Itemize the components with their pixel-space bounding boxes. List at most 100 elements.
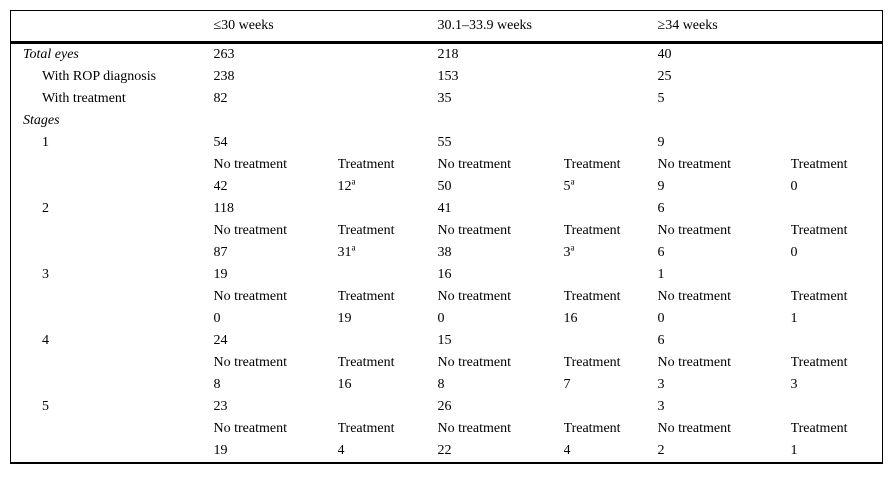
row-stage1-values: 42 12a 50 5a 9 0 xyxy=(11,176,883,198)
sublabel-treatment: Treatment xyxy=(563,157,621,172)
cell-stage2-treat-ge34: 0 xyxy=(791,242,883,264)
row-stage4-totals: 4 24 15 6 xyxy=(11,330,883,352)
cell-stage2-total-ge34: 6 xyxy=(657,201,665,216)
cell-stage4-notreat-le30: 8 xyxy=(213,377,221,392)
cell-stage3-treat-ge34: 1 xyxy=(790,311,798,326)
sublabel-treatment: Treatment xyxy=(790,421,848,436)
cell-rop-diag-mid: 153 xyxy=(437,69,459,84)
sublabel-treatment: Treatment xyxy=(563,223,621,238)
sublabel-no-treatment: No treatment xyxy=(437,223,511,238)
cell-stage4-notreat-ge34: 3 xyxy=(657,377,665,392)
header-cell-le30-weeks: ≤30 weeks xyxy=(213,10,438,44)
row-stage2-totals: 2 118 41 6 xyxy=(11,198,883,220)
treat-value: 31 xyxy=(337,245,352,260)
cell-stage4-total-ge34: 6 xyxy=(657,333,665,348)
cell-total-eyes-ge34: 40 xyxy=(657,47,672,62)
stage3-label: 3 xyxy=(42,267,49,282)
cell-stage5-treat-ge34: 1 xyxy=(790,443,798,458)
row-stage5-sublabels: No treatment Treatment No treatment Trea… xyxy=(11,418,883,440)
stage5-label: 5 xyxy=(42,399,49,414)
footnote-marker: a xyxy=(570,242,575,253)
row-stage2-sublabels: No treatment Treatment No treatment Trea… xyxy=(11,220,883,242)
sublabel-treatment: Treatment xyxy=(337,421,395,436)
cell-stage2-notreat-ge34: 6 xyxy=(657,245,665,260)
footnote-marker: a xyxy=(351,176,356,187)
cell-stage1-total-ge34: 9 xyxy=(657,135,665,150)
sublabel-treatment: Treatment xyxy=(790,223,848,238)
rop-table-container: ≤30 weeks 30.1–33.9 weeks ≥34 weeks Tota… xyxy=(10,10,884,464)
cell-stage5-total-le30: 23 xyxy=(213,399,228,414)
row-stage2-values: 87 31a 38 3a 6 0 xyxy=(11,242,883,264)
cell-stage5-treat-mid: 4 xyxy=(563,443,571,458)
sublabel-treatment: Treatment xyxy=(563,355,621,370)
row-stage3-values: 0 19 0 16 0 1 xyxy=(11,308,883,330)
cell-stage5-notreat-ge34: 2 xyxy=(657,443,665,458)
sublabel-no-treatment: No treatment xyxy=(657,289,731,304)
cell-stage1-total-le30: 54 xyxy=(213,135,228,150)
sublabel-no-treatment: No treatment xyxy=(657,421,731,436)
sublabel-treatment: Treatment xyxy=(790,289,848,304)
cell-stage1-treat-le30: 12a xyxy=(338,176,438,198)
row-total-eyes: Total eyes 263 218 40 xyxy=(11,43,883,67)
row-stage5-totals: 5 23 26 3 xyxy=(11,396,883,418)
cell-stage3-notreat-mid: 0 xyxy=(437,311,445,326)
sublabel-treatment: Treatment xyxy=(337,355,395,370)
row-stage4-values: 8 16 8 7 3 3 xyxy=(11,374,883,396)
sublabel-treatment: Treatment xyxy=(563,289,621,304)
cell-stage2-treat-mid: 3a xyxy=(564,242,658,264)
cell-stage3-total-ge34: 1 xyxy=(657,267,665,282)
sublabel-treatment: Treatment xyxy=(790,355,848,370)
cell-total-eyes-mid: 218 xyxy=(437,47,459,62)
cell-stage3-notreat-ge34: 0 xyxy=(657,311,665,326)
cell-stage2-notreat-mid: 38 xyxy=(437,245,452,260)
row-with-treatment: With treatment 82 35 5 xyxy=(11,88,883,110)
cell-stage1-notreat-mid: 50 xyxy=(437,179,452,194)
cell-with-treat-mid: 35 xyxy=(437,91,452,106)
treat-value: 0 xyxy=(790,179,798,194)
row-label-with-rop-diagnosis: With ROP diagnosis xyxy=(42,69,157,84)
sublabel-treatment: Treatment xyxy=(790,157,848,172)
sublabel-no-treatment: No treatment xyxy=(213,289,287,304)
rop-stages-table: ≤30 weeks 30.1–33.9 weeks ≥34 weeks Tota… xyxy=(10,10,883,464)
stage1-label: 1 xyxy=(42,135,49,150)
cell-stage4-treat-le30: 16 xyxy=(337,377,352,392)
cell-stage3-total-le30: 19 xyxy=(213,267,228,282)
cell-stage4-treat-mid: 7 xyxy=(563,377,571,392)
cell-stage2-total-le30: 118 xyxy=(213,201,234,216)
sublabel-no-treatment: No treatment xyxy=(657,223,731,238)
sublabel-no-treatment: No treatment xyxy=(657,355,731,370)
cell-rop-diag-le30: 238 xyxy=(213,69,235,84)
cell-stage1-treat-mid: 5a xyxy=(564,176,658,198)
header-cell-ge34-weeks: ≥34 weeks xyxy=(657,10,883,44)
row-with-rop-diagnosis: With ROP diagnosis 238 153 25 xyxy=(11,66,883,88)
footnote-marker: a xyxy=(570,176,575,187)
cell-stage1-treat-ge34: 0 xyxy=(791,176,883,198)
sublabel-treatment: Treatment xyxy=(563,421,621,436)
cell-total-eyes-le30: 263 xyxy=(213,47,235,62)
cell-stage1-notreat-ge34: 9 xyxy=(657,179,665,194)
sublabel-no-treatment: No treatment xyxy=(213,421,287,436)
row-label-with-treatment: With treatment xyxy=(42,91,126,106)
row-stage3-sublabels: No treatment Treatment No treatment Trea… xyxy=(11,286,883,308)
sublabel-no-treatment: No treatment xyxy=(437,355,511,370)
header-row: ≤30 weeks 30.1–33.9 weeks ≥34 weeks xyxy=(10,10,883,44)
cell-rop-diag-ge34: 25 xyxy=(657,69,672,84)
cell-stage3-notreat-le30: 0 xyxy=(213,311,221,326)
treat-value: 0 xyxy=(790,245,798,260)
cell-stage5-total-ge34: 3 xyxy=(657,399,665,414)
header-cell-30-1-33-9-weeks: 30.1–33.9 weeks xyxy=(437,10,658,44)
footnote-marker: a xyxy=(351,242,356,253)
sublabel-no-treatment: No treatment xyxy=(437,289,511,304)
sublabel-treatment: Treatment xyxy=(337,157,395,172)
row-stage3-totals: 3 19 16 1 xyxy=(11,264,883,286)
cell-stage5-notreat-le30: 19 xyxy=(213,443,228,458)
cell-stage3-total-mid: 16 xyxy=(437,267,452,282)
sublabel-treatment: Treatment xyxy=(337,289,395,304)
row-stage1-sublabels: No treatment Treatment No treatment Trea… xyxy=(11,154,883,176)
row-stage4-sublabels: No treatment Treatment No treatment Trea… xyxy=(11,352,883,374)
cell-stage4-total-le30: 24 xyxy=(213,333,228,348)
row-stages-heading: Stages xyxy=(11,110,883,132)
stages-section-label: Stages xyxy=(23,113,60,128)
cell-stage5-total-mid: 26 xyxy=(437,399,452,414)
cell-stage2-total-mid: 41 xyxy=(437,201,452,216)
